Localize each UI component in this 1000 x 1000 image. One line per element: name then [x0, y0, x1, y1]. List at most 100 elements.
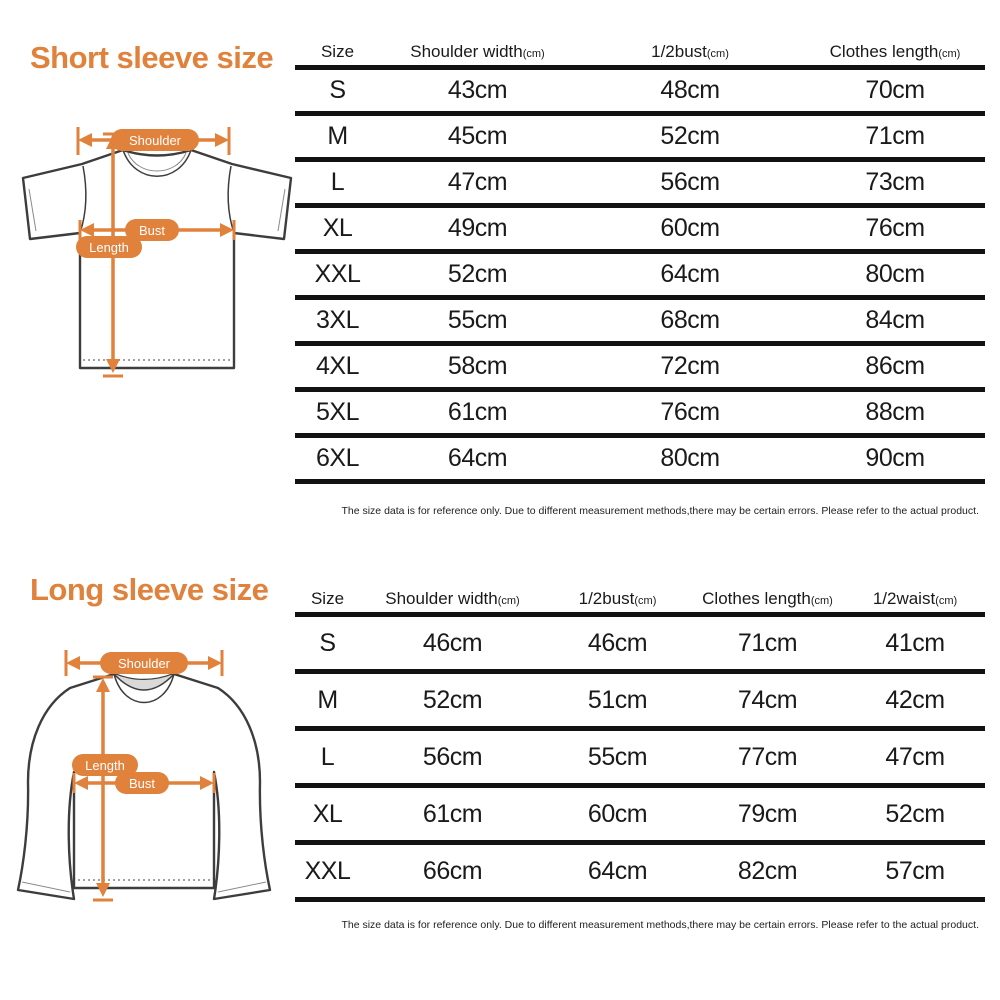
cell-size: L [320, 742, 335, 771]
cell-half-bust: 55cm [587, 742, 648, 771]
cell-half-waist: 47cm [885, 742, 945, 771]
cell-half-bust: 64cm [660, 260, 720, 288]
bust-measure-label: Bust [125, 219, 179, 241]
short-sleeve-size-table: Size Shoulder width(cm) 1/2bust(cm) Clot… [295, 38, 985, 484]
column-header-clothes-length: Clothes length(cm) [829, 42, 961, 61]
cell-shoulder-width: 52cm [422, 685, 483, 714]
cell-size: S [319, 628, 336, 657]
cell-clothes-length: 73cm [865, 168, 925, 196]
bust-measure-label: Bust [115, 772, 169, 794]
tshirt-outline [21, 148, 293, 370]
cell-half-bust: 76cm [660, 398, 720, 426]
cell-size: M [317, 685, 338, 714]
long-sleeve-disclaimer: The size data is for reference only. Due… [341, 919, 979, 931]
cell-half-waist: 57cm [885, 856, 945, 885]
column-header-clothes-length: Clothes length(cm) [702, 589, 833, 608]
table-row: XL 49cm 60cm 76cm [295, 208, 985, 254]
cell-clothes-length: 82cm [737, 856, 798, 885]
table-header: Size Shoulder width(cm) 1/2bust(cm) Clot… [295, 38, 985, 70]
table-row: XXL 66cm 64cm 82cm 57cm [295, 845, 985, 902]
short-sleeve-disclaimer: The size data is for reference only. Due… [341, 505, 979, 517]
cell-size: 3XL [316, 306, 359, 334]
cell-shoulder-width: 43cm [447, 76, 508, 104]
column-header-shoulder-width: Shoulder width(cm) [385, 589, 520, 608]
short-sleeve-diagram: Shoulder Bust Length [4, 103, 296, 413]
cell-clothes-length: 76cm [865, 214, 925, 242]
cell-size: XL [312, 799, 343, 828]
cell-size: XXL [304, 856, 351, 885]
cell-half-bust: 56cm [660, 168, 720, 196]
cell-clothes-length: 79cm [737, 799, 798, 828]
cell-shoulder-width: 52cm [447, 260, 508, 288]
table-row: S 43cm 48cm 70cm [295, 70, 985, 116]
cell-size: S [329, 76, 346, 104]
cell-half-bust: 64cm [587, 856, 648, 885]
cell-clothes-length: 88cm [865, 398, 925, 426]
cell-half-waist: 41cm [885, 628, 945, 657]
column-header-shoulder-width: Shoulder width(cm) [410, 42, 545, 61]
cell-half-bust: 72cm [660, 352, 720, 380]
cell-clothes-length: 70cm [865, 76, 925, 104]
cell-size: M [327, 122, 348, 150]
table-row: L 56cm 55cm 77cm 47cm [295, 731, 985, 788]
column-header-half-bust: 1/2bust(cm) [651, 42, 729, 61]
cell-half-bust: 46cm [587, 628, 648, 657]
cell-clothes-length: 86cm [865, 352, 925, 380]
table-row: S 46cm 46cm 71cm 41cm [295, 617, 985, 674]
cell-clothes-length: 90cm [865, 444, 925, 472]
cell-shoulder-width: 66cm [422, 856, 483, 885]
long-sleeve-diagram: Shoulder Length Bust [4, 622, 296, 922]
cell-size: XXL [314, 260, 361, 288]
cell-half-waist: 52cm [885, 799, 945, 828]
cell-shoulder-width: 46cm [422, 628, 483, 657]
column-header-half-bust: 1/2bust(cm) [578, 589, 657, 608]
table-row: M 52cm 51cm 74cm 42cm [295, 674, 985, 731]
cell-shoulder-width: 45cm [447, 122, 508, 150]
cell-shoulder-width: 56cm [422, 742, 483, 771]
cell-clothes-length: 80cm [865, 260, 925, 288]
cell-shoulder-width: 61cm [422, 799, 483, 828]
cell-half-bust: 52cm [660, 122, 720, 150]
cell-clothes-length: 71cm [737, 628, 798, 657]
column-header-size: Size [310, 589, 345, 608]
cell-size: XL [322, 214, 353, 242]
table-row: L 47cm 56cm 73cm [295, 162, 985, 208]
cell-shoulder-width: 58cm [447, 352, 508, 380]
cell-clothes-length: 77cm [737, 742, 798, 771]
cell-size: 6XL [316, 444, 359, 472]
cell-half-bust: 48cm [660, 76, 720, 104]
length-measure-label: Length [76, 236, 142, 258]
cell-half-bust: 51cm [587, 685, 648, 714]
long-sleeve-title: Long sleeve size [30, 572, 269, 607]
cell-half-waist: 42cm [885, 685, 945, 714]
table-row: 3XL 55cm 68cm 84cm [295, 300, 985, 346]
table-row: M 45cm 52cm 71cm [295, 116, 985, 162]
cell-shoulder-width: 64cm [447, 444, 508, 472]
cell-size: 5XL [316, 398, 359, 426]
cell-half-bust: 80cm [660, 444, 720, 472]
shoulder-measure-label: Shoulder [111, 129, 199, 151]
length-dimension-arrow [93, 675, 113, 902]
table-row: 5XL 61cm 76cm 88cm [295, 392, 985, 438]
column-header-half-waist: 1/2waist(cm) [872, 589, 958, 608]
table-row: 6XL 64cm 80cm 90cm [295, 438, 985, 484]
cell-half-bust: 60cm [587, 799, 648, 828]
cell-clothes-length: 84cm [865, 306, 925, 334]
table-row: 4XL 58cm 72cm 86cm [295, 346, 985, 392]
long-sleeve-size-table: Size Shoulder width(cm) 1/2bust(cm) Clot… [295, 585, 985, 902]
cell-clothes-length: 74cm [737, 685, 798, 714]
cell-half-bust: 60cm [660, 214, 720, 242]
shoulder-measure-label: Shoulder [100, 652, 188, 674]
cell-size: 4XL [316, 352, 359, 380]
cell-shoulder-width: 47cm [447, 168, 508, 196]
length-measure-label: Length [72, 754, 138, 776]
cell-size: L [330, 168, 345, 196]
table-row: XL 61cm 60cm 79cm 52cm [295, 788, 985, 845]
cell-shoulder-width: 61cm [447, 398, 508, 426]
cell-half-bust: 68cm [660, 306, 720, 334]
table-row: XXL 52cm 64cm 80cm [295, 254, 985, 300]
table-header: Size Shoulder width(cm) 1/2bust(cm) Clot… [295, 585, 985, 617]
cell-clothes-length: 71cm [865, 122, 925, 150]
table-body: S 46cm 46cm 71cm 41cm M 52cm 51cm 74cm 4… [295, 617, 985, 902]
